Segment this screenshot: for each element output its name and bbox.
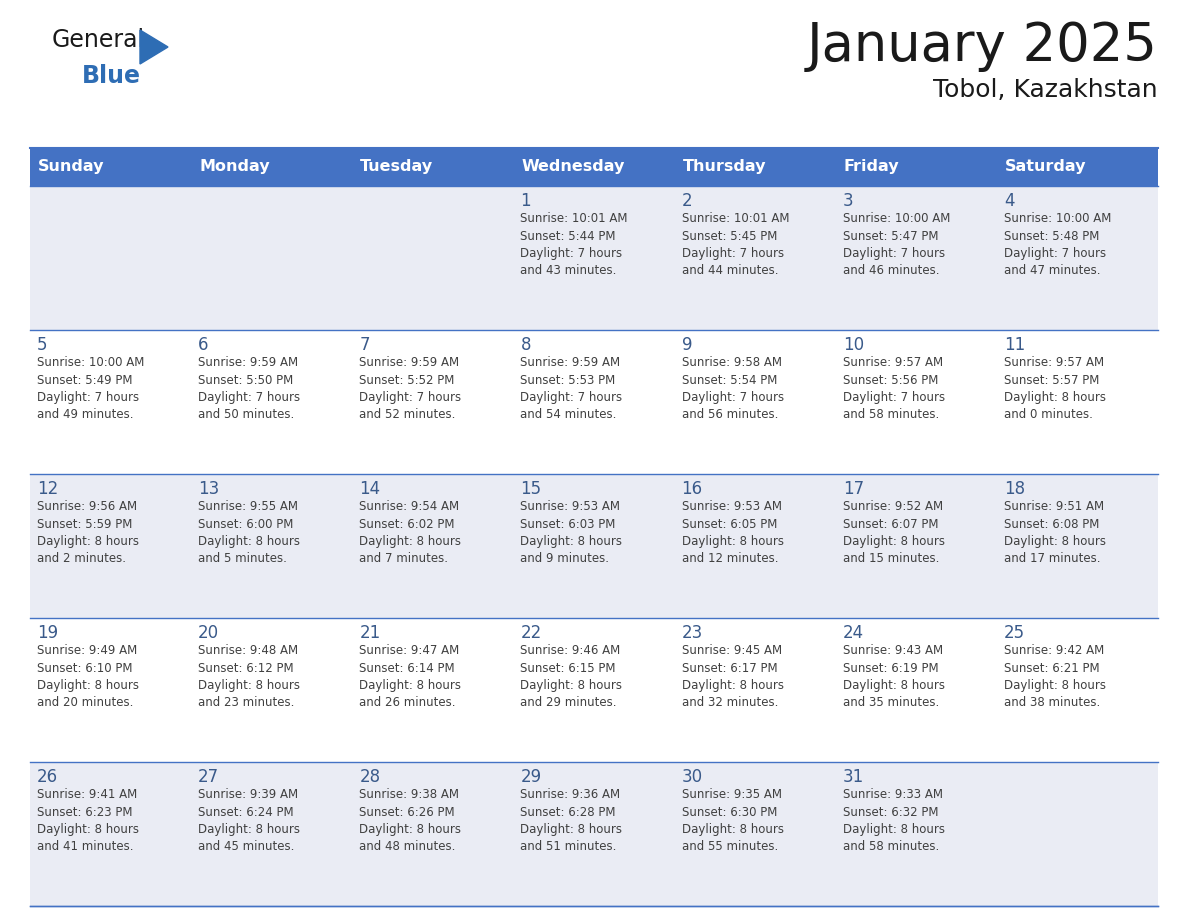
Text: 25: 25 — [1004, 624, 1025, 642]
Text: General: General — [52, 28, 145, 52]
Text: 21: 21 — [359, 624, 380, 642]
Bar — [30, 762, 1158, 906]
Text: 4: 4 — [1004, 192, 1015, 210]
Text: Monday: Monday — [200, 160, 270, 174]
Bar — [30, 330, 1158, 474]
Text: Sunrise: 9:42 AM
Sunset: 6:21 PM
Daylight: 8 hours
and 38 minutes.: Sunrise: 9:42 AM Sunset: 6:21 PM Dayligh… — [1004, 644, 1106, 710]
Text: 23: 23 — [682, 624, 703, 642]
Text: Sunrise: 9:57 AM
Sunset: 5:57 PM
Daylight: 8 hours
and 0 minutes.: Sunrise: 9:57 AM Sunset: 5:57 PM Dayligh… — [1004, 356, 1106, 421]
Text: 5: 5 — [37, 336, 48, 354]
Text: Sunrise: 9:59 AM
Sunset: 5:50 PM
Daylight: 7 hours
and 50 minutes.: Sunrise: 9:59 AM Sunset: 5:50 PM Dayligh… — [198, 356, 301, 421]
Text: Sunrise: 9:53 AM
Sunset: 6:03 PM
Daylight: 8 hours
and 9 minutes.: Sunrise: 9:53 AM Sunset: 6:03 PM Dayligh… — [520, 500, 623, 565]
Text: Sunrise: 9:38 AM
Sunset: 6:26 PM
Daylight: 8 hours
and 48 minutes.: Sunrise: 9:38 AM Sunset: 6:26 PM Dayligh… — [359, 788, 461, 854]
Text: 13: 13 — [198, 480, 220, 498]
Text: Saturday: Saturday — [1005, 160, 1086, 174]
Text: Wednesday: Wednesday — [522, 160, 625, 174]
Text: 20: 20 — [198, 624, 220, 642]
Text: Sunrise: 9:49 AM
Sunset: 6:10 PM
Daylight: 8 hours
and 20 minutes.: Sunrise: 9:49 AM Sunset: 6:10 PM Dayligh… — [37, 644, 139, 710]
Text: 2: 2 — [682, 192, 693, 210]
Text: Sunrise: 10:01 AM
Sunset: 5:44 PM
Daylight: 7 hours
and 43 minutes.: Sunrise: 10:01 AM Sunset: 5:44 PM Daylig… — [520, 212, 628, 277]
Text: 9: 9 — [682, 336, 693, 354]
Text: Tuesday: Tuesday — [360, 160, 434, 174]
Text: Thursday: Thursday — [683, 160, 766, 174]
Bar — [835, 148, 997, 186]
Text: Sunrise: 9:57 AM
Sunset: 5:56 PM
Daylight: 7 hours
and 58 minutes.: Sunrise: 9:57 AM Sunset: 5:56 PM Dayligh… — [842, 356, 944, 421]
Text: Sunrise: 9:45 AM
Sunset: 6:17 PM
Daylight: 8 hours
and 32 minutes.: Sunrise: 9:45 AM Sunset: 6:17 PM Dayligh… — [682, 644, 784, 710]
Text: 30: 30 — [682, 768, 702, 786]
Text: Sunrise: 9:43 AM
Sunset: 6:19 PM
Daylight: 8 hours
and 35 minutes.: Sunrise: 9:43 AM Sunset: 6:19 PM Dayligh… — [842, 644, 944, 710]
Text: 28: 28 — [359, 768, 380, 786]
Text: 3: 3 — [842, 192, 853, 210]
Text: 1: 1 — [520, 192, 531, 210]
Text: Sunrise: 9:56 AM
Sunset: 5:59 PM
Daylight: 8 hours
and 2 minutes.: Sunrise: 9:56 AM Sunset: 5:59 PM Dayligh… — [37, 500, 139, 565]
Text: Sunrise: 10:00 AM
Sunset: 5:47 PM
Daylight: 7 hours
and 46 minutes.: Sunrise: 10:00 AM Sunset: 5:47 PM Daylig… — [842, 212, 950, 277]
Text: 19: 19 — [37, 624, 58, 642]
Text: 15: 15 — [520, 480, 542, 498]
Bar — [30, 186, 1158, 330]
Text: Sunrise: 10:00 AM
Sunset: 5:49 PM
Daylight: 7 hours
and 49 minutes.: Sunrise: 10:00 AM Sunset: 5:49 PM Daylig… — [37, 356, 145, 421]
Text: Sunrise: 9:55 AM
Sunset: 6:00 PM
Daylight: 8 hours
and 5 minutes.: Sunrise: 9:55 AM Sunset: 6:00 PM Dayligh… — [198, 500, 301, 565]
Text: 16: 16 — [682, 480, 702, 498]
Text: Sunrise: 9:35 AM
Sunset: 6:30 PM
Daylight: 8 hours
and 55 minutes.: Sunrise: 9:35 AM Sunset: 6:30 PM Dayligh… — [682, 788, 784, 854]
Text: Sunrise: 9:58 AM
Sunset: 5:54 PM
Daylight: 7 hours
and 56 minutes.: Sunrise: 9:58 AM Sunset: 5:54 PM Dayligh… — [682, 356, 784, 421]
Text: Sunrise: 9:46 AM
Sunset: 6:15 PM
Daylight: 8 hours
and 29 minutes.: Sunrise: 9:46 AM Sunset: 6:15 PM Dayligh… — [520, 644, 623, 710]
Bar — [30, 148, 191, 186]
Text: 22: 22 — [520, 624, 542, 642]
Text: Sunrise: 9:52 AM
Sunset: 6:07 PM
Daylight: 8 hours
and 15 minutes.: Sunrise: 9:52 AM Sunset: 6:07 PM Dayligh… — [842, 500, 944, 565]
Bar — [30, 474, 1158, 618]
Text: 31: 31 — [842, 768, 864, 786]
Text: Sunrise: 9:59 AM
Sunset: 5:53 PM
Daylight: 7 hours
and 54 minutes.: Sunrise: 9:59 AM Sunset: 5:53 PM Dayligh… — [520, 356, 623, 421]
Text: Sunrise: 9:47 AM
Sunset: 6:14 PM
Daylight: 8 hours
and 26 minutes.: Sunrise: 9:47 AM Sunset: 6:14 PM Dayligh… — [359, 644, 461, 710]
Text: Sunrise: 9:39 AM
Sunset: 6:24 PM
Daylight: 8 hours
and 45 minutes.: Sunrise: 9:39 AM Sunset: 6:24 PM Dayligh… — [198, 788, 301, 854]
Bar — [191, 148, 353, 186]
Bar — [353, 148, 513, 186]
Text: Sunrise: 9:51 AM
Sunset: 6:08 PM
Daylight: 8 hours
and 17 minutes.: Sunrise: 9:51 AM Sunset: 6:08 PM Dayligh… — [1004, 500, 1106, 565]
Text: Sunrise: 9:59 AM
Sunset: 5:52 PM
Daylight: 7 hours
and 52 minutes.: Sunrise: 9:59 AM Sunset: 5:52 PM Dayligh… — [359, 356, 461, 421]
Text: Sunrise: 9:54 AM
Sunset: 6:02 PM
Daylight: 8 hours
and 7 minutes.: Sunrise: 9:54 AM Sunset: 6:02 PM Dayligh… — [359, 500, 461, 565]
Text: 7: 7 — [359, 336, 369, 354]
Text: 27: 27 — [198, 768, 220, 786]
Polygon shape — [140, 30, 168, 64]
Text: Blue: Blue — [82, 64, 141, 88]
Text: Sunrise: 9:53 AM
Sunset: 6:05 PM
Daylight: 8 hours
and 12 minutes.: Sunrise: 9:53 AM Sunset: 6:05 PM Dayligh… — [682, 500, 784, 565]
Text: 24: 24 — [842, 624, 864, 642]
Bar — [30, 618, 1158, 762]
Text: 26: 26 — [37, 768, 58, 786]
Text: 18: 18 — [1004, 480, 1025, 498]
Text: January 2025: January 2025 — [807, 20, 1158, 72]
Text: Sunrise: 9:33 AM
Sunset: 6:32 PM
Daylight: 8 hours
and 58 minutes.: Sunrise: 9:33 AM Sunset: 6:32 PM Dayligh… — [842, 788, 944, 854]
Text: Sunrise: 9:48 AM
Sunset: 6:12 PM
Daylight: 8 hours
and 23 minutes.: Sunrise: 9:48 AM Sunset: 6:12 PM Dayligh… — [198, 644, 301, 710]
Text: 29: 29 — [520, 768, 542, 786]
Text: Friday: Friday — [843, 160, 899, 174]
Text: 17: 17 — [842, 480, 864, 498]
Text: 12: 12 — [37, 480, 58, 498]
Text: Sunrise: 9:41 AM
Sunset: 6:23 PM
Daylight: 8 hours
and 41 minutes.: Sunrise: 9:41 AM Sunset: 6:23 PM Dayligh… — [37, 788, 139, 854]
Text: Sunrise: 9:36 AM
Sunset: 6:28 PM
Daylight: 8 hours
and 51 minutes.: Sunrise: 9:36 AM Sunset: 6:28 PM Dayligh… — [520, 788, 623, 854]
Bar — [997, 148, 1158, 186]
Bar — [513, 148, 675, 186]
Text: Sunday: Sunday — [38, 160, 105, 174]
Text: Tobol, Kazakhstan: Tobol, Kazakhstan — [934, 78, 1158, 102]
Text: Sunrise: 10:01 AM
Sunset: 5:45 PM
Daylight: 7 hours
and 44 minutes.: Sunrise: 10:01 AM Sunset: 5:45 PM Daylig… — [682, 212, 789, 277]
Text: Sunrise: 10:00 AM
Sunset: 5:48 PM
Daylight: 7 hours
and 47 minutes.: Sunrise: 10:00 AM Sunset: 5:48 PM Daylig… — [1004, 212, 1111, 277]
Text: 8: 8 — [520, 336, 531, 354]
Text: 6: 6 — [198, 336, 209, 354]
Bar — [675, 148, 835, 186]
Text: 11: 11 — [1004, 336, 1025, 354]
Text: 14: 14 — [359, 480, 380, 498]
Text: 10: 10 — [842, 336, 864, 354]
